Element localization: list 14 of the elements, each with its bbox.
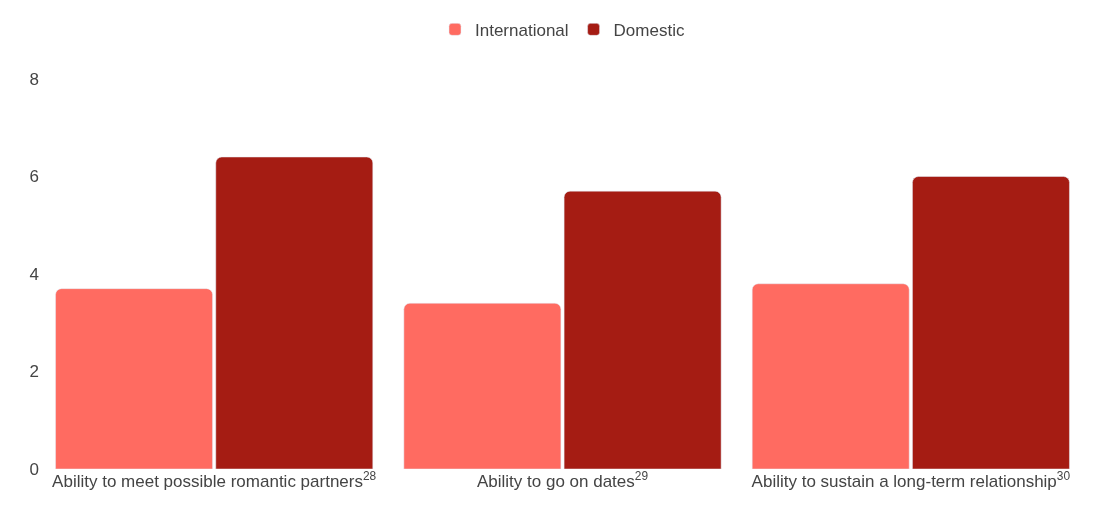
x-tick-label: Ability to meet possible romantic partners$^{28}$ [52, 468, 377, 491]
bar [55, 288, 213, 469]
y-tick-label: 2 [29, 362, 39, 382]
legend-label: International [475, 20, 569, 40]
legend-label: Domestic [613, 20, 685, 40]
x-tick-label: Ability to sustain a long-term relationship$^{30}$ [751, 468, 1071, 491]
y-tick-label: 0 [29, 459, 39, 479]
x-tick-label: Ability to go on dates$^{29}$ [476, 468, 649, 491]
bar [751, 283, 910, 469]
bar [912, 176, 1070, 469]
y-tick-label: 6 [29, 167, 39, 187]
y-tick-label: 8 [29, 69, 39, 89]
bar [215, 156, 374, 469]
y-tick-label: 4 [29, 264, 39, 284]
